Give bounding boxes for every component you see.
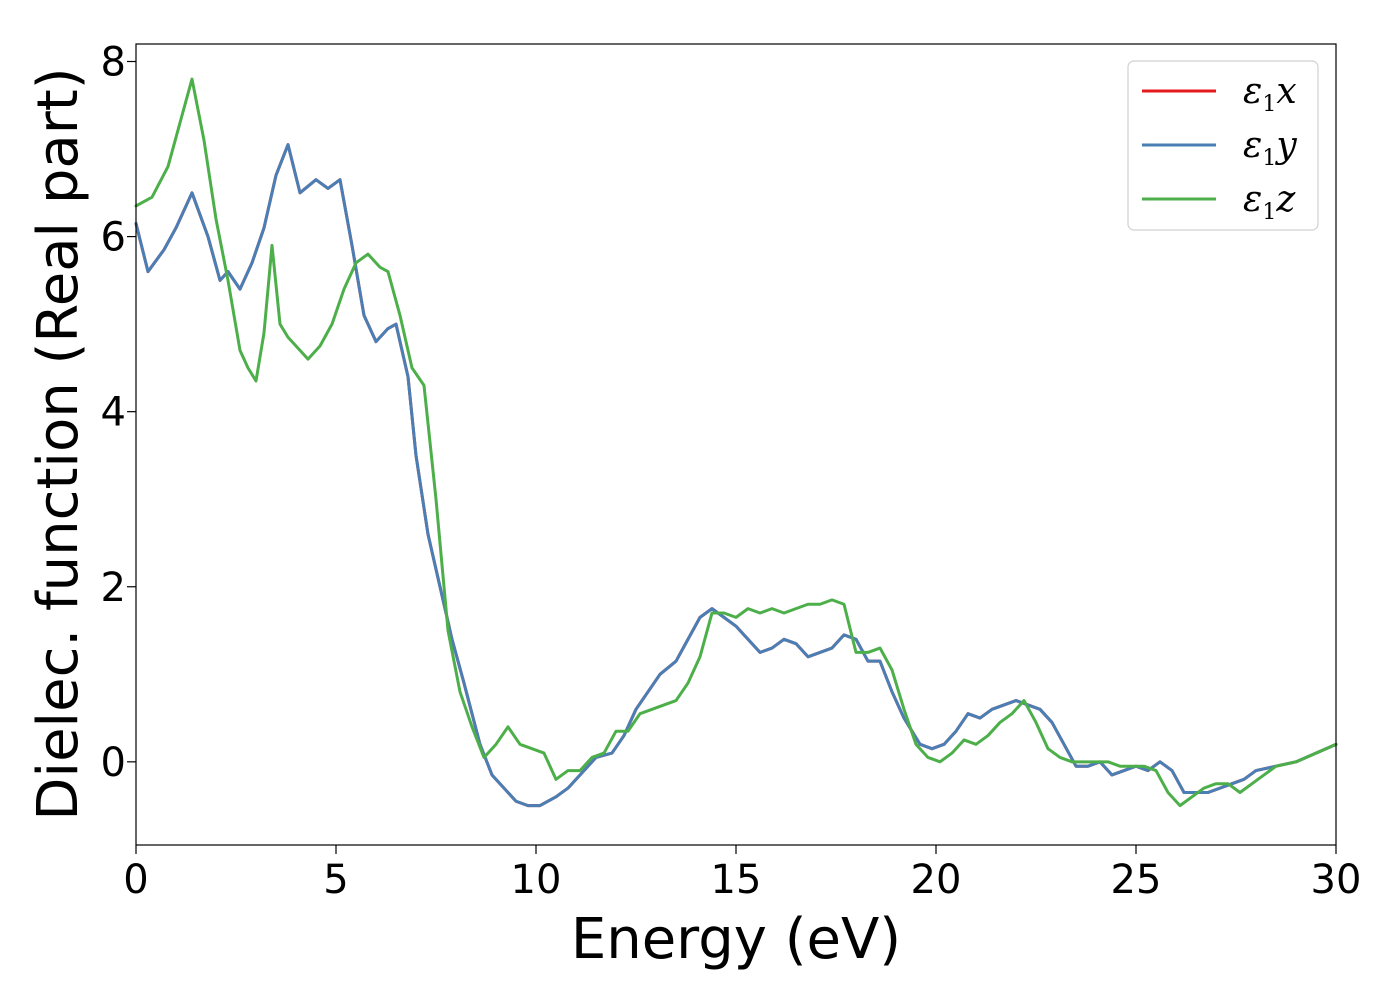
legend-label-y: ε1y bbox=[1243, 125, 1297, 171]
y-tick-label: 4 bbox=[101, 390, 126, 436]
y-tick-label: 2 bbox=[101, 565, 126, 611]
x-tick-label: 10 bbox=[511, 857, 562, 903]
y-tick-label: 0 bbox=[101, 740, 126, 786]
series-layer bbox=[134, 77, 1338, 808]
y-axis-ticks: 0 2 4 6 8 bbox=[101, 40, 136, 786]
legend: ε1x ε1y ε1z bbox=[1127, 60, 1319, 231]
series-line-z bbox=[134, 77, 1338, 808]
legend-label-z: ε1z bbox=[1243, 179, 1296, 225]
x-tick-label: 30 bbox=[1311, 857, 1362, 903]
y-tick-label: 6 bbox=[101, 215, 126, 261]
x-tick-label: 25 bbox=[1111, 857, 1162, 903]
x-tick-label: 20 bbox=[911, 857, 962, 903]
series-line-x bbox=[134, 143, 1338, 808]
series-line-y bbox=[134, 143, 1338, 808]
y-tick-label: 8 bbox=[101, 40, 126, 86]
x-tick-label: 5 bbox=[323, 857, 348, 903]
y-axis-title: Dielec. function (Real part) bbox=[26, 67, 91, 820]
legend-label-x: ε1x bbox=[1243, 71, 1297, 117]
x-axis-ticks: 0 5 10 15 20 25 30 bbox=[123, 845, 1361, 903]
x-tick-label: 15 bbox=[711, 857, 762, 903]
x-tick-label: 0 bbox=[123, 857, 148, 903]
x-axis-title: Energy (eV) bbox=[571, 907, 901, 972]
legend-frame bbox=[1127, 60, 1319, 231]
